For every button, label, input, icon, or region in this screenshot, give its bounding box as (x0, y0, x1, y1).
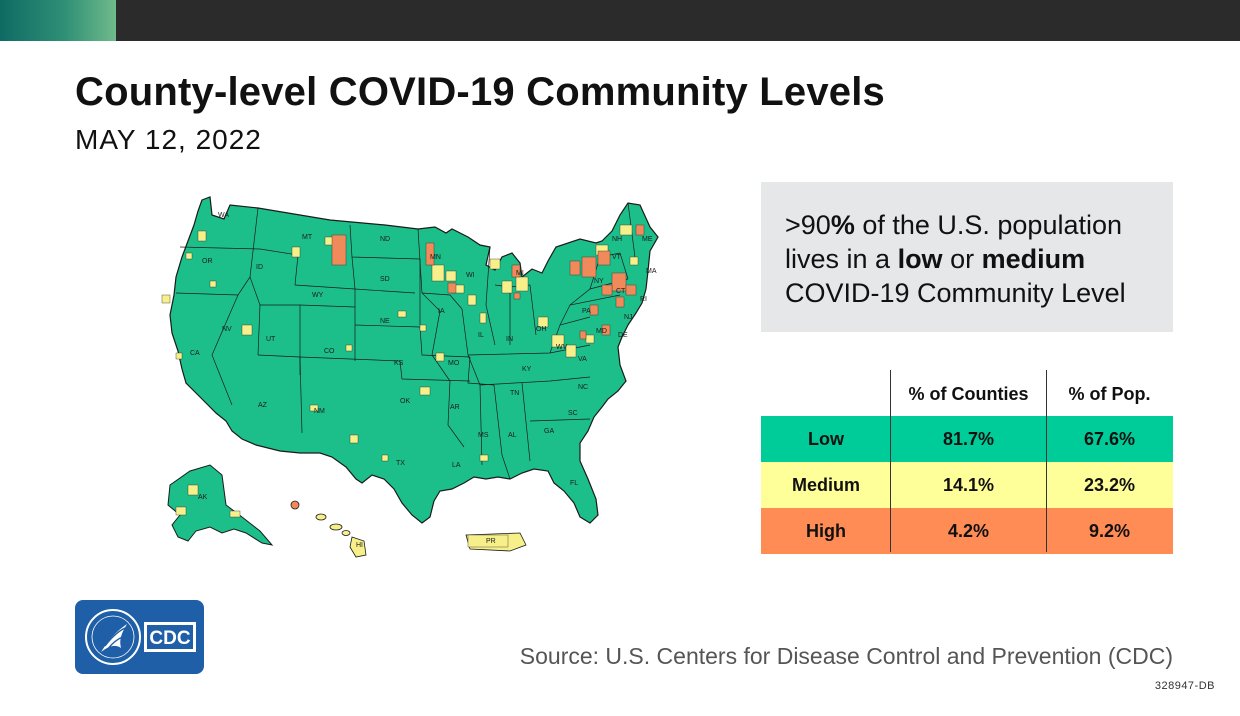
table-divider-1 (890, 370, 891, 552)
state-label-ks: KS (394, 360, 404, 367)
state-label-az: AZ (258, 402, 268, 409)
state-label-ri: RI (640, 296, 647, 303)
state-label-nh: NH (612, 236, 622, 243)
state-label-de: DE (618, 332, 628, 339)
state-label-mo: MO (448, 360, 460, 367)
state-label-in: IN (506, 336, 513, 343)
state-label-oh: OH (536, 326, 547, 333)
state-label-va: VA (578, 356, 587, 363)
state-label-vt: VT (612, 254, 622, 261)
state-label-pa: PA (582, 308, 591, 315)
state-label-me: ME (642, 236, 653, 243)
cdc-logo-text: CDC (149, 628, 190, 649)
state-label-ar: AR (450, 404, 460, 411)
state-label-nd: ND (380, 236, 390, 243)
state-label-mt: MT (302, 234, 313, 241)
state-label-ne: NE (380, 318, 390, 325)
state-label-ia: IA (438, 308, 445, 315)
callout-low: low (897, 244, 943, 274)
cdc-logo: CDC (75, 600, 204, 674)
callout-medium: medium (981, 244, 1086, 274)
state-label-ok: OK (400, 398, 410, 405)
state-label-il: IL (478, 332, 484, 339)
state-label-co: CO (324, 348, 335, 355)
state-label-or: OR (202, 258, 213, 265)
map-high-patches (331, 224, 645, 340)
callout-text: >90% of the U.S. population lives in a l… (785, 208, 1165, 310)
row-counties: 14.1% (942, 475, 995, 495)
callout-text-1: of the U.S. population lives in a (785, 210, 1123, 274)
state-label-mi: MI (516, 270, 524, 277)
source-note: Source: U.S. Centers for Disease Control… (519, 643, 1173, 669)
state-label-ga: GA (544, 428, 554, 435)
state-label-ms: MS (478, 432, 489, 439)
callout-box: >90% of the U.S. population lives in a l… (761, 182, 1173, 332)
row-counties: 4.2% (947, 521, 990, 541)
row-label: Medium (791, 475, 860, 495)
state-label-wi: WI (466, 272, 475, 279)
state-label-nm: NM (314, 408, 325, 415)
levels-table: % of Counties % of Pop. Low 81.7% 67.6% … (761, 370, 1173, 554)
table-row-low: Low 81.7% 67.6% (761, 416, 1173, 462)
state-label-al: AL (508, 432, 517, 439)
hhs-eagle-icon: CDC (85, 609, 196, 665)
map-alaska (167, 464, 274, 546)
map-hawaii (290, 500, 367, 558)
top-bar-accent (0, 0, 116, 41)
state-label-mn: MN (430, 254, 441, 261)
state-label-ma: MA (646, 268, 657, 275)
state-label-ca: CA (190, 350, 200, 357)
us-county-map: WA OR CA ID NV MT WY UT AZ CO NM ND SD NE KS OK TX MN IA MO… (161, 196, 659, 558)
state-label-nj: NJ (624, 314, 633, 321)
state-label-ak: AK (198, 494, 208, 501)
state-label-tx: TX (396, 460, 405, 467)
row-counties: 81.7% (942, 429, 995, 449)
row-label: High (806, 521, 846, 541)
page-title: County-level COVID-19 Community Levels (75, 70, 886, 114)
state-label-sc: SC (568, 410, 578, 417)
map-medium-patches (161, 224, 639, 548)
col-header-pop: % of Pop. (1068, 384, 1151, 404)
map-lower48 (169, 196, 659, 524)
state-label-ky: KY (522, 366, 532, 373)
state-label-hi: HI (356, 542, 363, 549)
state-labels: WA OR CA ID NV MT WY UT AZ CO NM ND SD NE KS OK TX MN IA MO… (190, 212, 657, 549)
callout-number: >90 (785, 210, 831, 240)
state-label-wv: WV (556, 344, 568, 351)
state-label-sd: SD (380, 276, 390, 283)
callout-or: or (942, 244, 982, 274)
row-pop: 23.2% (1083, 475, 1136, 495)
state-label-la: LA (452, 462, 461, 469)
col-header-counties: % of Counties (908, 384, 1029, 404)
state-label-ut: UT (266, 336, 276, 343)
state-label-fl: FL (570, 480, 578, 487)
state-label-id: ID (256, 264, 263, 271)
page-date: MAY 12, 2022 (75, 124, 262, 155)
row-pop: 9.2% (1088, 521, 1131, 541)
table-row-high: High 4.2% 9.2% (761, 508, 1173, 554)
state-label-wa: WA (218, 212, 229, 219)
table-divider-2 (1046, 370, 1047, 552)
callout-percent: % (830, 210, 855, 240)
state-label-ny: NY (594, 278, 604, 285)
state-label-pr: PR (486, 538, 496, 545)
document-code: 328947-DB (1154, 680, 1215, 692)
state-label-nc: NC (578, 384, 588, 391)
callout-text-2: COVID-19 Community Level (785, 278, 1126, 308)
state-borders (175, 202, 637, 480)
table-header: % of Counties % of Pop. (761, 370, 1173, 416)
state-label-nv: NV (222, 326, 232, 333)
top-bar (0, 0, 1240, 41)
state-label-tn: TN (510, 390, 519, 397)
state-label-md: MD (596, 328, 607, 335)
state-label-ct: CT (616, 288, 626, 295)
table-row-medium: Medium 14.1% 23.2% (761, 462, 1173, 508)
row-pop: 67.6% (1083, 429, 1136, 449)
row-label: Low (808, 429, 844, 449)
state-label-wy: WY (312, 292, 324, 299)
